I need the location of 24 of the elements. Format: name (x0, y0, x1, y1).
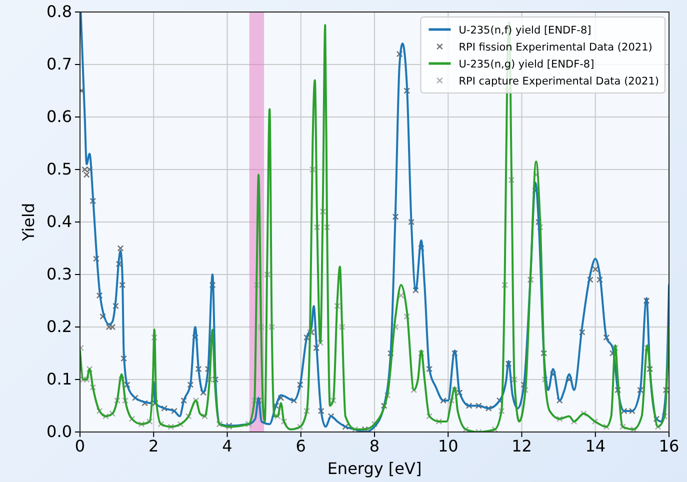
y-axis-title: Yield (19, 202, 38, 242)
y-tick-label: 0.5 (46, 160, 72, 179)
x-tick-label: 0 (74, 436, 86, 456)
y-tick-label: 0.8 (46, 2, 72, 22)
y-tick-label: 0.7 (46, 54, 72, 74)
legend-label: RPI capture Experimental Data (2021) (458, 76, 659, 88)
y-tick-label: 0.0 (46, 422, 72, 442)
y-tick-label: 0.4 (46, 212, 72, 232)
y-tick-label: 0.2 (46, 317, 72, 336)
y-tick-label: 0.6 (46, 107, 72, 126)
x-tick-label: 4 (222, 436, 232, 456)
x-tick-label: 8 (369, 436, 380, 456)
x-tick-label: 2 (148, 436, 159, 456)
x-tick-label: 6 (296, 436, 306, 456)
x-axis-title: Energy [eV] (327, 459, 422, 478)
y-tick-label: 0.1 (46, 370, 72, 389)
legend-label: RPI fission Experimental Data (2021) (458, 42, 652, 54)
x-tick-label: 12 (512, 436, 532, 456)
x-tick-label: 14 (585, 436, 606, 456)
legend-label: U-235(n,g) yield [ENDF-8] (458, 58, 594, 70)
x-tick-label: 10 (438, 436, 458, 456)
legend-label: U-235(n,f) yield [ENDF-8] (458, 24, 592, 36)
x-tick-label: 16 (658, 436, 680, 456)
y-tick-label: 0.3 (46, 264, 72, 284)
